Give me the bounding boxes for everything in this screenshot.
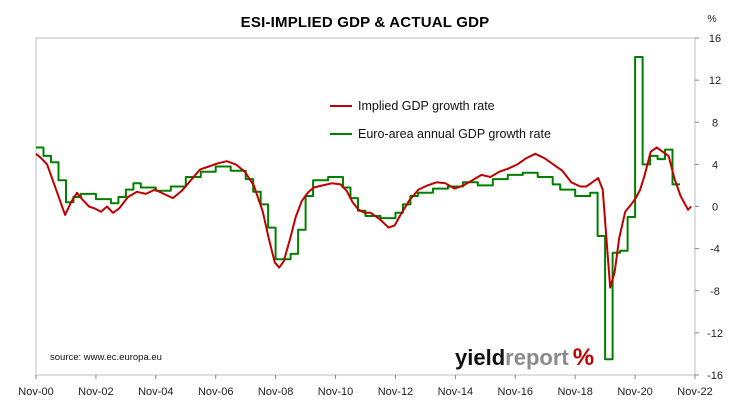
- series-layer: [35, 56, 692, 361]
- legend-label: Euro-area annual GDP growth rate: [358, 127, 551, 141]
- y-tick-label: 0: [712, 202, 718, 214]
- y-tick-label: -4: [710, 244, 720, 256]
- logo-report-text: report: [505, 345, 569, 370]
- x-tick-label: Nov-18: [557, 386, 592, 398]
- logo-yield-text: yield: [455, 345, 505, 370]
- yieldreport-logo: yieldreport%: [455, 344, 594, 371]
- logo-percent-text: %: [573, 344, 594, 371]
- series-line-euro-area-gdp: [36, 56, 680, 361]
- y-tick-label: 4: [712, 159, 718, 171]
- svg-text:yieldreport%: yieldreport%: [455, 344, 594, 371]
- x-tick-label: Nov-02: [78, 386, 113, 398]
- y-tick-label: -8: [710, 286, 720, 298]
- y-unit-label: %: [707, 13, 716, 25]
- legend-label: Implied GDP growth rate: [358, 99, 495, 113]
- y-tick-label: 12: [709, 75, 721, 87]
- series-line-implied-gdp: [35, 146, 692, 289]
- y-tick-label: -12: [707, 328, 723, 340]
- x-tick-label: Nov-16: [498, 386, 533, 398]
- plot-area-border: [35, 37, 696, 376]
- x-tick-label: Nov-10: [318, 386, 353, 398]
- y-tick-label: 8: [712, 117, 718, 129]
- x-tick-label: Nov-14: [438, 386, 473, 398]
- x-tick-label: Nov-00: [18, 386, 53, 398]
- source-label: source: www.ec.europa.eu: [50, 352, 162, 363]
- axes-layer: -16 -12 -8 -4 0 4 8 12 16% Nov-00 Nov-02 Nov-04 Nov-…: [18, 13, 723, 398]
- x-tick-label: Nov-06: [198, 386, 233, 398]
- y-tick-label: -16: [707, 370, 723, 382]
- x-tick-label: Nov-12: [378, 386, 413, 398]
- chart-title: ESI-IMPLIED GDP & ACTUAL GDP: [240, 14, 490, 31]
- y-tick-label: 16: [709, 33, 721, 45]
- x-tick-label: Nov-04: [138, 386, 173, 398]
- legend: Implied GDP growth rate Euro-area annual …: [330, 99, 551, 141]
- x-tick-label: Nov-08: [258, 386, 293, 398]
- x-tick-label: Nov-22: [677, 386, 712, 398]
- x-tick-label: Nov-20: [617, 386, 652, 398]
